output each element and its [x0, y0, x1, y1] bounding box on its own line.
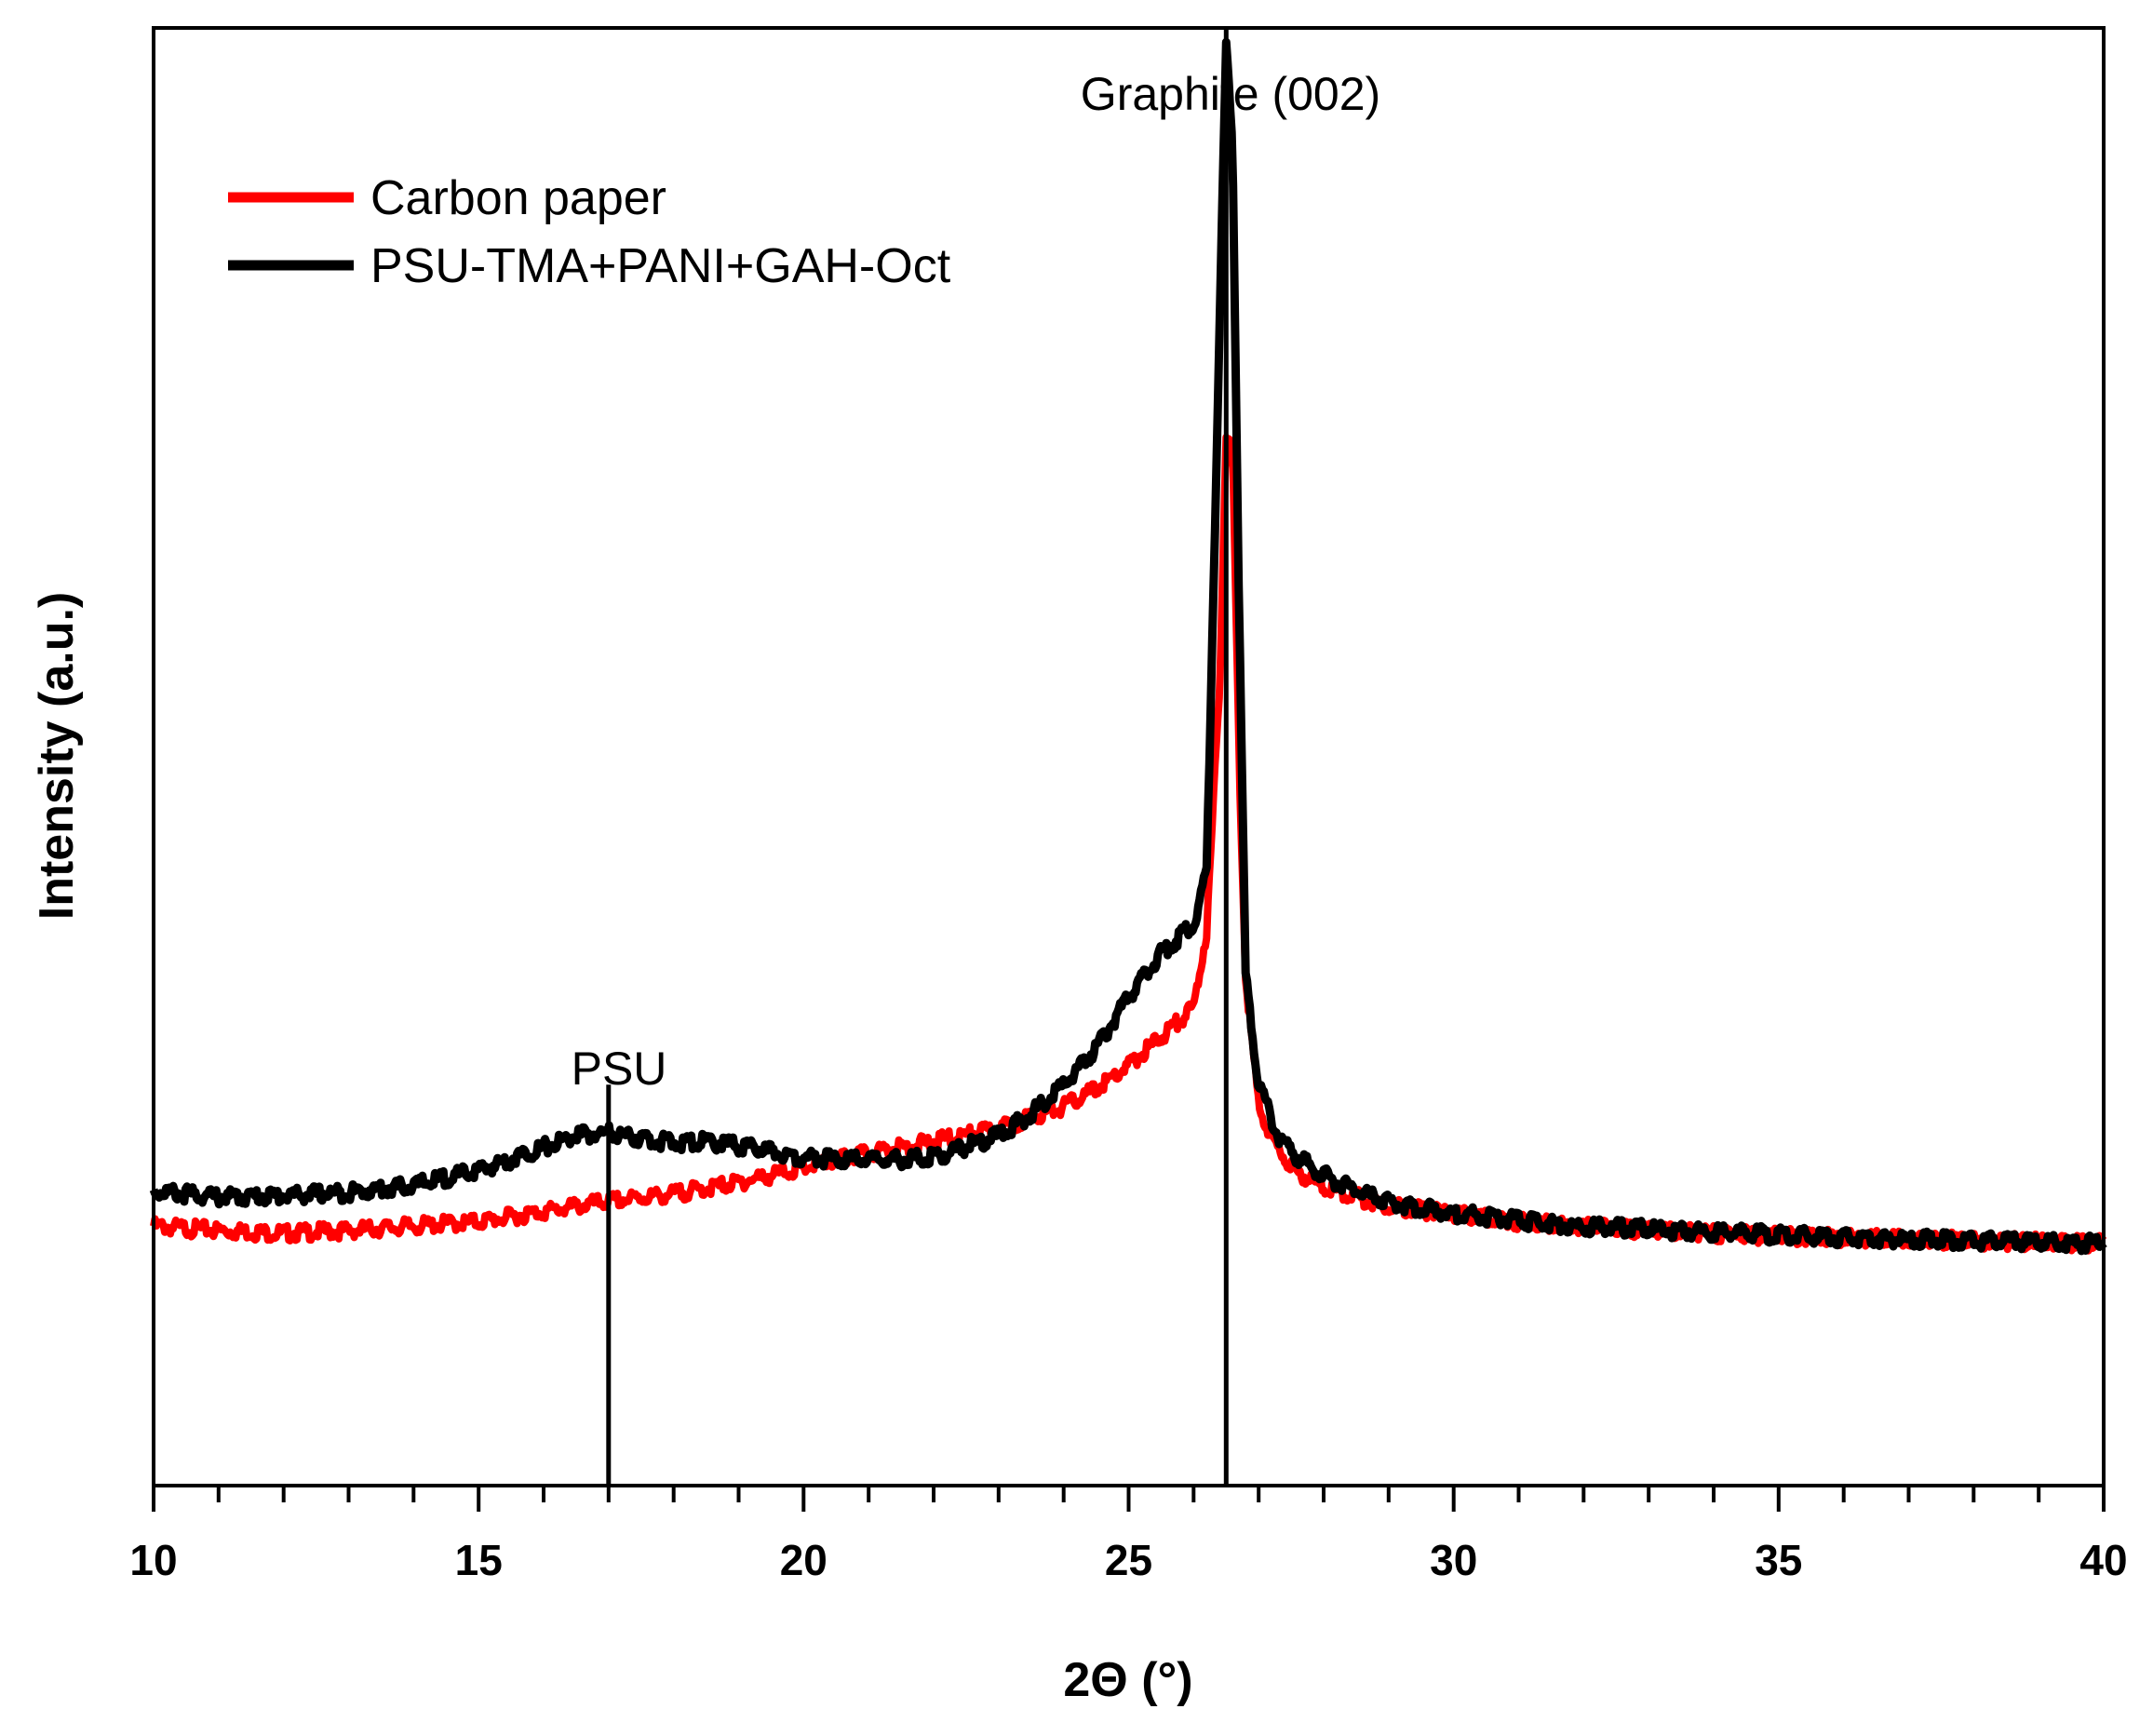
- psu-annotation: PSU: [572, 1043, 667, 1095]
- x-axis-tick-labels: 10 15 20 25 30 35 40: [129, 1536, 2127, 1584]
- x-axis-title: 2Θ (°): [1063, 1653, 1192, 1707]
- x-tick-label: 20: [780, 1536, 828, 1584]
- legend-label-psu-tma-pani-gah-oct: PSU-TMA+PANI+GAH-Oct: [370, 239, 951, 293]
- x-tick-label: 15: [455, 1536, 503, 1584]
- x-tick-label: 35: [1755, 1536, 1802, 1584]
- x-tick-label: 10: [129, 1536, 177, 1584]
- y-axis-title: Intensity (a.u.): [30, 592, 84, 920]
- x-tick-label: 40: [2079, 1536, 2127, 1584]
- series-line-psu-tma-pani-gah-oct: [149, 37, 2107, 1256]
- series-layer: [149, 37, 2107, 1256]
- reference-lines: [606, 28, 1229, 1486]
- legend-label-carbon-paper: Carbon paper: [370, 171, 666, 225]
- x-tick-label: 30: [1430, 1536, 1477, 1584]
- legend: Carbon paper PSU-TMA+PANI+GAH-Oct: [228, 171, 951, 293]
- x-axis-ticks: [152, 1486, 2106, 1512]
- x-tick-label: 25: [1105, 1536, 1152, 1584]
- graphite-annotation: Graphite (002): [1081, 68, 1380, 120]
